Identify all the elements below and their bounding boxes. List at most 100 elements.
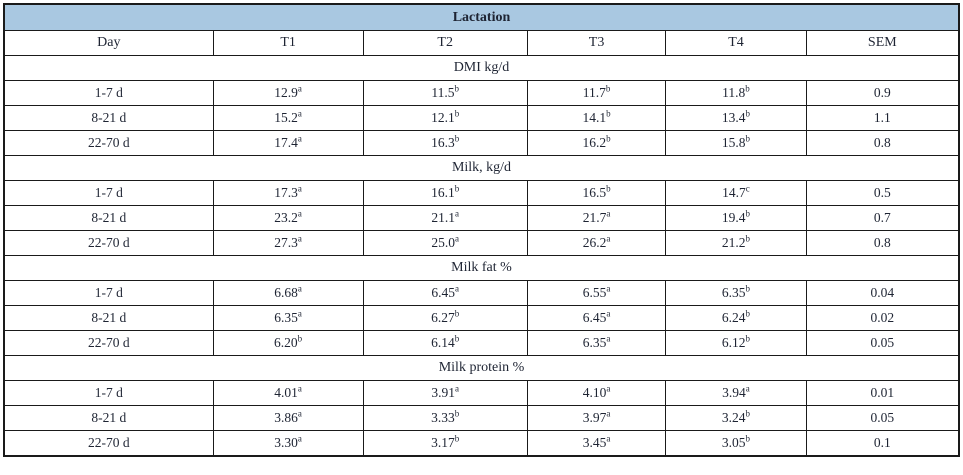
significance-superscript: a [455,383,459,394]
value-cell-t4: 3.94a [665,380,807,406]
significance-superscript: a [297,83,302,94]
cell-value: 6.35 [721,285,746,300]
value-cell-t4: 21.2b [665,230,807,256]
significance-superscript: a [297,183,302,194]
value-cell-t1: 12.9a [212,80,364,106]
value-cell-sem: 0.9 [805,80,960,106]
value-cell-sem: 0.7 [805,205,960,231]
value-cell-t3: 3.97a [526,405,667,431]
significance-superscript: a [455,208,459,219]
cell-value: 12.9 [274,85,298,100]
value-cell-t3: 6.35a [526,330,667,356]
cell-value: 14.1 [582,110,607,125]
value-cell-t2: 25.0a [362,230,528,256]
significance-superscript: a [606,283,611,294]
cell-value: 11.8 [722,85,746,100]
column-header-t2: T2 [362,30,528,56]
cell-value: 17.4 [274,135,298,150]
value-cell-t2: 3.17b [362,430,528,457]
significance-superscript: c [745,183,750,194]
section-header-label: DMI kg/d [3,55,960,81]
value-cell-t1: 3.30a [212,430,364,457]
value-cell-t4: 6.24b [665,305,807,331]
row-label-day: 1-7 d [3,180,214,206]
cell-value: 6.24 [721,310,746,325]
value-cell-t4: 3.05b [665,430,807,457]
cell-value: 21.2 [721,235,746,250]
value-cell-t3: 16.5b [526,180,667,206]
significance-superscript: b [454,333,460,344]
value-cell-t2: 6.27b [362,305,528,331]
value-cell-t2: 6.14b [362,330,528,356]
significance-superscript: b [454,108,460,119]
cell-value: 19.4 [721,210,746,225]
section-header-row: Milk, kg/d [3,155,960,181]
value-cell-t2: 16.1b [362,180,528,206]
table-row: 22-70 d 3.30a 3.17b 3.45a 3.05b 0.1 [3,430,960,457]
significance-superscript: a [297,408,302,419]
significance-superscript: b [745,133,751,144]
row-label-day: 1-7 d [3,280,214,306]
cell-value: 11.7 [582,85,606,100]
cell-value: 11.5 [431,85,455,100]
row-label-day: 22-70 d [3,230,214,256]
significance-superscript: b [745,408,751,419]
cell-value: 17.3 [274,185,298,200]
cell-value: 6.68 [274,285,298,300]
significance-superscript: a [455,283,459,294]
significance-superscript: b [606,183,611,194]
significance-superscript: b [454,133,460,144]
column-header-row: Day T1 T2 T3 T4 SEM [3,30,960,56]
cell-value: 3.17 [431,435,455,450]
significance-superscript: a [606,433,611,444]
value-cell-sem: 0.02 [805,305,960,331]
significance-superscript: b [745,233,751,244]
cell-value: 3.97 [582,410,607,425]
value-cell-t4: 13.4b [665,105,807,131]
significance-superscript: b [454,183,460,194]
significance-superscript: a [606,208,611,219]
column-header-t3: T3 [526,30,667,56]
column-header-day: Day [3,30,214,56]
value-cell-sem: 0.05 [805,405,960,431]
significance-superscript: b [454,433,460,444]
section-header-label: Milk protein % [3,355,960,381]
value-cell-t1: 15.2a [212,105,364,131]
significance-superscript: a [455,233,459,244]
section-header-row: DMI kg/d [3,55,960,81]
cell-value: 6.35 [274,310,298,325]
value-cell-t4: 6.35b [665,280,807,306]
cell-value: 6.35 [582,335,607,350]
column-header-sem: SEM [805,30,960,56]
cell-value: 21.1 [431,210,455,225]
cell-value: 25.0 [431,235,455,250]
section-header-row: Milk fat % [3,255,960,281]
value-cell-sem: 0.8 [805,230,960,256]
value-cell-sem: 0.04 [805,280,960,306]
value-cell-sem: 0.05 [805,330,960,356]
significance-superscript: a [606,308,611,319]
value-cell-t2: 3.33b [362,405,528,431]
table-row: 8-21 d 3.86a 3.33b 3.97a 3.24b 0.05 [3,405,960,431]
value-cell-sem: 0.01 [805,380,960,406]
value-cell-t3: 16.2b [526,130,667,156]
table-row: 8-21 d 23.2a 21.1a 21.7a 19.4b 0.7 [3,205,960,231]
value-cell-t2: 11.5b [362,80,528,106]
significance-superscript: b [606,108,611,119]
cell-value: 6.14 [431,335,455,350]
value-cell-t2: 3.91a [362,380,528,406]
table-row: 1-7 d 17.3a 16.1b 16.5b 14.7c 0.5 [3,180,960,206]
value-cell-t3: 21.7a [526,205,667,231]
row-label-day: 22-70 d [3,430,214,457]
value-cell-sem: 0.5 [805,180,960,206]
cell-value: 6.45 [582,310,607,325]
section-header-row: Milk protein % [3,355,960,381]
significance-superscript: a [606,383,611,394]
significance-superscript: a [297,383,302,394]
value-cell-t4: 15.8b [665,130,807,156]
cell-value: 3.24 [721,410,746,425]
cell-value: 16.2 [582,135,607,150]
value-cell-t4: 6.12b [665,330,807,356]
row-label-day: 8-21 d [3,305,214,331]
column-header-t4: T4 [665,30,807,56]
